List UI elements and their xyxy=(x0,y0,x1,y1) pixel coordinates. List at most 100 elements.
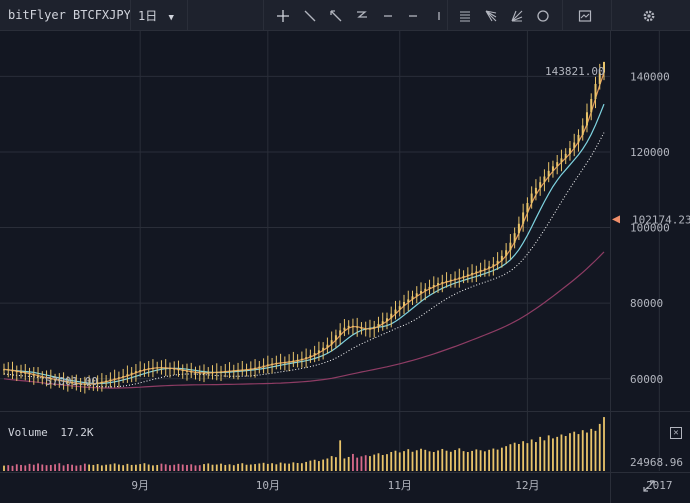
candle-body xyxy=(509,242,512,251)
volume-bar xyxy=(71,464,73,471)
candle-body xyxy=(581,125,584,135)
volume-bar xyxy=(300,463,303,471)
price-chart[interactable]: 140000 120000 100000 80000 60000 9月 10月 11月 12月… xyxy=(0,31,690,503)
candle-body xyxy=(420,291,423,294)
volume-bar xyxy=(590,428,593,471)
candle-body xyxy=(147,368,150,370)
candle-body xyxy=(364,328,367,330)
high-price-label: 143821.00 xyxy=(545,65,605,78)
symbol-title[interactable]: bitFlyer BTCFXJPY xyxy=(8,8,131,22)
volume-bar xyxy=(326,458,329,471)
volume-bar xyxy=(305,461,308,471)
settings-icon[interactable] xyxy=(640,7,658,25)
candle-body xyxy=(339,330,342,336)
close-icon[interactable]: ✕ xyxy=(670,427,682,439)
candle-body xyxy=(300,358,303,360)
candle-body xyxy=(385,318,388,322)
volume-bar xyxy=(564,436,567,471)
vertical-line-icon[interactable] xyxy=(430,7,448,25)
candle-body xyxy=(83,384,86,386)
volume-bar xyxy=(317,461,320,471)
volume-bar xyxy=(3,465,5,471)
volume-bar xyxy=(577,434,580,471)
volume-bar xyxy=(279,462,282,471)
candle-body xyxy=(20,371,23,373)
candle-body xyxy=(7,369,10,371)
candle-body xyxy=(185,370,188,372)
candle-body xyxy=(483,268,486,270)
price-tick-label: 60000 xyxy=(630,373,663,386)
volume-bar xyxy=(181,464,184,471)
volume-bar xyxy=(258,463,261,471)
horizontal-line-icon[interactable] xyxy=(379,7,397,25)
time-axis: 9月 10月 11月 12月 2017 xyxy=(131,479,672,492)
volume-bar xyxy=(173,464,176,471)
candle-body xyxy=(458,277,461,279)
volume-bar xyxy=(386,454,388,471)
last-price-label: 102174.23 xyxy=(632,213,690,226)
trend-line-icon[interactable] xyxy=(301,7,319,25)
crosshair-icon[interactable] xyxy=(274,7,292,25)
candle-body xyxy=(190,371,193,373)
candle-body xyxy=(500,255,503,261)
expand-icon[interactable] xyxy=(642,478,656,492)
candle-body xyxy=(66,381,69,383)
volume-bar xyxy=(190,464,193,471)
candle-body xyxy=(343,327,346,331)
circle-icon[interactable] xyxy=(534,7,552,25)
candle-body xyxy=(258,366,261,368)
candle-body xyxy=(326,344,329,348)
volume-value: 17.2K xyxy=(60,426,94,439)
volume-bar xyxy=(513,442,516,471)
candle-body xyxy=(594,83,597,100)
candle-body xyxy=(543,176,546,183)
arrow-line-icon[interactable] xyxy=(327,7,345,25)
ma-mid-line xyxy=(3,103,605,385)
volume-bar xyxy=(296,463,299,471)
candle-body xyxy=(568,148,571,154)
candle-body xyxy=(492,264,495,267)
volume-bar xyxy=(458,448,461,471)
candle-body xyxy=(79,383,82,385)
volume-bar xyxy=(24,465,27,471)
volume-bar xyxy=(49,464,52,471)
interval-selector[interactable]: 1日 ▼ xyxy=(138,7,174,24)
candle-body xyxy=(62,381,65,383)
volume-bar xyxy=(215,464,218,471)
volume-bar xyxy=(420,448,422,471)
candle-body xyxy=(207,372,210,374)
volume-bar xyxy=(500,447,503,471)
volume-bar xyxy=(347,456,350,471)
pitchfork-icon[interactable] xyxy=(482,7,500,25)
candles xyxy=(3,61,605,394)
candle-body xyxy=(211,372,214,374)
volume-bar xyxy=(509,444,512,471)
volume-bar xyxy=(275,464,278,471)
volume-bar xyxy=(339,440,342,471)
candle-body xyxy=(143,368,146,371)
candle-body xyxy=(488,266,491,269)
candle-body xyxy=(54,379,57,381)
candle-body xyxy=(475,271,478,273)
horizontal-line-icon[interactable] xyxy=(404,7,422,25)
volume-bar xyxy=(360,456,363,471)
candle-body xyxy=(283,362,286,364)
volume-bar xyxy=(203,464,205,471)
candle-body xyxy=(411,296,414,300)
volume-bar xyxy=(390,451,393,471)
volume-bar xyxy=(117,464,120,471)
fib-retracement-icon[interactable] xyxy=(456,7,474,25)
volume-bar xyxy=(445,450,448,471)
candle-body xyxy=(24,372,27,374)
time-tick-label: 11月 xyxy=(388,479,412,492)
gann-fan-icon[interactable] xyxy=(508,7,526,25)
volume-bars xyxy=(3,417,605,471)
candle-body xyxy=(351,325,354,327)
screenshot-icon[interactable] xyxy=(576,7,594,25)
volume-bar xyxy=(143,463,146,471)
curve-icon[interactable] xyxy=(353,7,371,25)
candle-body xyxy=(466,274,469,276)
volume-bar xyxy=(237,463,239,471)
volume-bar xyxy=(169,465,171,471)
volume-bar xyxy=(152,465,154,471)
